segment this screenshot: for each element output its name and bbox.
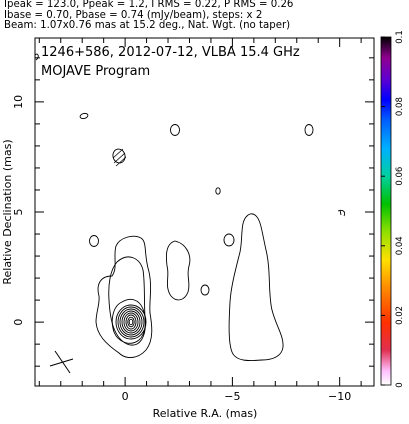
x-axis-label: Relative R.A. (mas) bbox=[153, 407, 258, 420]
blob-contour-2 bbox=[170, 124, 180, 136]
core-contour-6 bbox=[119, 308, 143, 336]
core-contours bbox=[95, 235, 153, 358]
header-line-3: Beam: 1.07x0.76 mas at 15.2 deg., Nat. W… bbox=[4, 20, 291, 32]
core-contour-7 bbox=[121, 310, 141, 334]
blob-hatch bbox=[112, 148, 127, 167]
core-outer-contour bbox=[95, 235, 153, 358]
colorbar bbox=[380, 36, 392, 386]
colorbar-tick-label: 0.06 bbox=[395, 167, 405, 186]
colorbar-ticks: 0 0.02 0.04 0.06 0.08 0.1 bbox=[381, 30, 405, 388]
core-contour-4 bbox=[115, 304, 147, 340]
y-axis-label: Relative Declination (mas) bbox=[1, 139, 14, 284]
blob-contour-6 bbox=[337, 209, 346, 217]
core-contour-10 bbox=[127, 316, 135, 328]
plot-frame bbox=[34, 37, 375, 387]
colorbar-tick-label: 0.04 bbox=[395, 236, 405, 255]
chart-subtitle: MOJAVE Program bbox=[41, 64, 150, 79]
colorbar-tick-label: 0 bbox=[395, 382, 405, 387]
extended-lobe-contour bbox=[228, 213, 284, 362]
axis-ticks: 0 −5 −10 0 5 10 bbox=[12, 38, 374, 403]
y-tick-label: 5 bbox=[12, 209, 25, 216]
x-tick-label: −10 bbox=[328, 390, 351, 403]
colorbar-tick-label: 0.02 bbox=[395, 306, 405, 325]
core-contour-5 bbox=[117, 306, 145, 338]
y-tick-label: 10 bbox=[12, 95, 25, 109]
core-contour-8 bbox=[123, 312, 139, 332]
blob-contour-7 bbox=[89, 235, 99, 247]
core-contour-3 bbox=[111, 298, 146, 344]
header: Ipeak = 123.0, Ppeak = 1.2, I RMS = 0.22… bbox=[4, 0, 404, 32]
colorbar-tick-label: 0.1 bbox=[395, 30, 405, 44]
core-contour-9 bbox=[125, 314, 137, 330]
header-line-2: Ibase = 0.70, Pbase = 0.74 (mJy/beam), s… bbox=[4, 9, 263, 21]
edge-contour-1 bbox=[34, 53, 39, 61]
x-tick-label: −5 bbox=[224, 390, 240, 403]
colorbar-tick-label: 0.08 bbox=[395, 97, 405, 116]
blob-contour-1 bbox=[79, 112, 89, 120]
y-tick-label: 0 bbox=[12, 319, 25, 326]
chart-title: 1246+586, 2012-07-12, VLBA 15.4 GHz bbox=[41, 45, 300, 60]
x-tick-label: 0 bbox=[122, 390, 129, 403]
beam-marker bbox=[49, 350, 74, 374]
blob-contour-5 bbox=[304, 124, 314, 136]
blob-contour-8 bbox=[223, 233, 235, 247]
core-contour-11 bbox=[128, 318, 134, 326]
blob-contour-9 bbox=[200, 284, 210, 296]
header-line-1: Ipeak = 123.0, Ppeak = 1.2, I RMS = 0.22… bbox=[4, 0, 294, 10]
jet-knot-contour bbox=[165, 240, 191, 301]
blob-contour-4 bbox=[215, 187, 221, 195]
contour-layer bbox=[34, 53, 346, 362]
core-contour-2 bbox=[108, 256, 146, 346]
